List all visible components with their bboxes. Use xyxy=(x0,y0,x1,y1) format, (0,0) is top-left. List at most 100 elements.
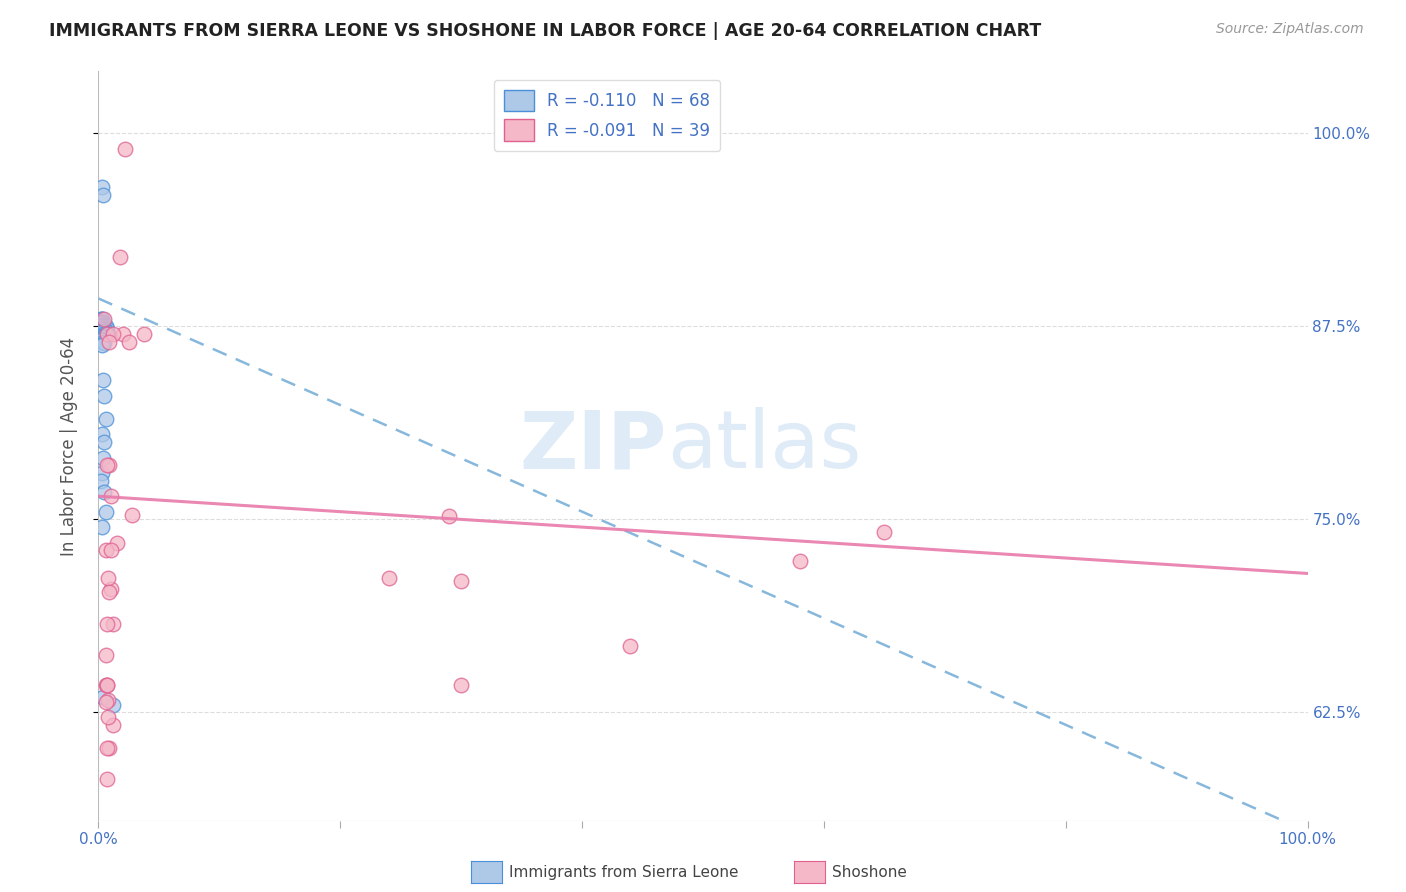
Point xyxy=(90,319,112,334)
Point xyxy=(91,333,114,347)
Point xyxy=(450,678,472,692)
Text: ZIP: ZIP xyxy=(519,407,666,485)
Point xyxy=(91,319,114,334)
Point xyxy=(93,311,115,326)
Point xyxy=(93,321,115,335)
Point xyxy=(873,524,896,539)
Point xyxy=(90,316,112,330)
Point xyxy=(91,319,114,334)
Point xyxy=(98,741,121,756)
Point xyxy=(100,543,122,558)
Point xyxy=(93,484,115,499)
Point xyxy=(91,322,114,336)
Point xyxy=(90,332,112,346)
Point xyxy=(93,318,115,332)
Point xyxy=(101,326,124,341)
Point xyxy=(450,574,472,589)
Point xyxy=(91,324,114,338)
Point xyxy=(94,326,117,341)
Point xyxy=(94,324,117,338)
Point xyxy=(118,334,141,349)
Point xyxy=(91,690,114,704)
Text: Immigrants from Sierra Leone: Immigrants from Sierra Leone xyxy=(509,865,738,880)
Point xyxy=(96,678,118,692)
Point xyxy=(105,535,128,549)
Point xyxy=(619,639,641,653)
Point xyxy=(98,585,121,599)
Point xyxy=(108,250,131,264)
Point xyxy=(437,509,460,524)
Point xyxy=(97,693,120,707)
Point xyxy=(91,311,114,326)
Point xyxy=(91,188,114,202)
Point xyxy=(96,741,118,756)
Point xyxy=(94,412,117,426)
Point xyxy=(91,450,114,465)
Point xyxy=(789,554,811,568)
Text: atlas: atlas xyxy=(666,407,860,485)
Point xyxy=(93,435,115,450)
Point xyxy=(91,316,114,330)
Text: Shoshone: Shoshone xyxy=(832,865,907,880)
Point xyxy=(91,330,114,344)
Point xyxy=(96,458,118,473)
Point xyxy=(91,318,114,332)
Point xyxy=(91,328,114,343)
Point xyxy=(101,698,124,712)
Point xyxy=(96,772,118,786)
Point xyxy=(91,520,114,534)
Point xyxy=(100,582,122,596)
Point xyxy=(91,326,114,340)
Point xyxy=(98,334,121,349)
Point xyxy=(89,319,111,334)
Point xyxy=(98,458,121,473)
Point xyxy=(96,678,118,692)
Point xyxy=(90,328,112,343)
Point xyxy=(91,373,114,387)
Point xyxy=(89,332,111,346)
Point xyxy=(93,319,115,334)
Point xyxy=(90,324,112,338)
Point xyxy=(97,326,120,341)
Point xyxy=(100,489,122,503)
Point xyxy=(93,322,115,336)
Point xyxy=(93,328,115,343)
Text: Source: ZipAtlas.com: Source: ZipAtlas.com xyxy=(1216,22,1364,37)
Point xyxy=(90,319,112,334)
Point xyxy=(91,319,114,334)
Point xyxy=(91,319,114,334)
Point xyxy=(91,321,114,335)
Point xyxy=(94,505,117,519)
Y-axis label: In Labor Force | Age 20-64: In Labor Force | Age 20-64 xyxy=(59,336,77,556)
Point xyxy=(96,322,118,336)
Point xyxy=(91,466,114,480)
Point xyxy=(121,508,143,522)
Point xyxy=(90,319,112,334)
Point xyxy=(97,571,120,585)
Point xyxy=(91,319,114,334)
Point xyxy=(93,389,115,403)
Point xyxy=(90,321,112,335)
Point xyxy=(91,334,114,349)
Point xyxy=(94,678,117,692)
Point xyxy=(91,319,114,334)
Point xyxy=(91,315,114,329)
Point xyxy=(91,427,114,442)
Point xyxy=(377,571,399,585)
Text: IMMIGRANTS FROM SIERRA LEONE VS SHOSHONE IN LABOR FORCE | AGE 20-64 CORRELATION : IMMIGRANTS FROM SIERRA LEONE VS SHOSHONE… xyxy=(49,22,1042,40)
Point xyxy=(94,695,117,709)
Point xyxy=(96,326,118,341)
Point xyxy=(94,319,117,334)
Point xyxy=(91,326,114,341)
Point xyxy=(91,319,114,334)
Point xyxy=(90,319,112,334)
Point xyxy=(91,324,114,338)
Point xyxy=(101,718,124,732)
Point xyxy=(91,326,114,340)
Point xyxy=(91,330,114,344)
Point xyxy=(89,318,111,332)
Point xyxy=(91,321,114,335)
Point xyxy=(90,311,112,326)
Point xyxy=(94,543,117,558)
Point xyxy=(97,710,120,724)
